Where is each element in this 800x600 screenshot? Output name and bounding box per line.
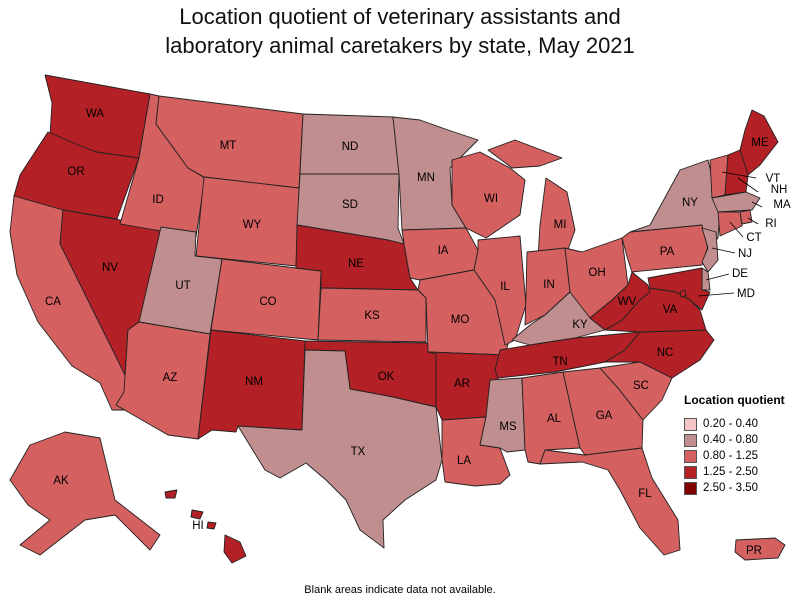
- legend-swatch: [684, 449, 697, 463]
- state-CT[interactable]: [717, 211, 743, 237]
- label-AL: AL: [547, 413, 562, 425]
- state-MN[interactable]: [392, 116, 479, 231]
- label-NV: NV: [102, 262, 118, 274]
- legend-swatch: [684, 481, 697, 495]
- legend-item: 1.25 - 2.50: [684, 464, 800, 480]
- label-FL: FL: [638, 488, 652, 500]
- label-SD: SD: [342, 199, 358, 211]
- label-AZ: AZ: [163, 372, 178, 384]
- label-MA: MA: [773, 199, 791, 211]
- label-WA: WA: [86, 108, 104, 120]
- label-SC: SC: [633, 380, 649, 392]
- label-LA: LA: [457, 455, 471, 467]
- state-MD[interactable]: [647, 267, 711, 311]
- label-RI: RI: [765, 218, 777, 230]
- label-NH: NH: [771, 184, 788, 196]
- label-AR: AR: [454, 378, 470, 390]
- legend-item: 0.80 - 1.25: [684, 448, 800, 464]
- label-KS: KS: [364, 310, 380, 322]
- label-IN: IN: [543, 279, 555, 291]
- label-VT: VT: [766, 173, 781, 185]
- state-WV[interactable]: [589, 271, 651, 331]
- footnote: Blank areas indicate data not available.: [304, 584, 496, 596]
- label-AK: AK: [53, 475, 69, 487]
- label-OH: OH: [588, 267, 605, 279]
- label-KY: KY: [572, 319, 588, 331]
- title-line-1: Location quotient of veterinary assistan…: [179, 4, 621, 29]
- label-WV: WV: [618, 296, 637, 308]
- legend: Location quotient 0.20 - 0.40 0.40 - 0.8…: [684, 393, 800, 496]
- label-MD: MD: [737, 288, 755, 300]
- label-PR: PR: [746, 545, 762, 557]
- label-NC: NC: [657, 347, 674, 359]
- label-MN: MN: [417, 172, 435, 184]
- label-OK: OK: [378, 371, 395, 383]
- state-IL[interactable]: [473, 235, 527, 346]
- legend-item: 0.40 - 0.80: [684, 432, 800, 448]
- label-WI: WI: [484, 193, 498, 205]
- legend-item: 2.50 - 3.50: [684, 480, 800, 496]
- label-CO: CO: [259, 296, 276, 308]
- label-OR: OR: [67, 166, 84, 178]
- state-KS[interactable]: [317, 287, 427, 343]
- label-ND: ND: [342, 141, 359, 153]
- label-IL: IL: [500, 281, 510, 293]
- state-HI[interactable]: [164, 489, 247, 564]
- map-title: Location quotient of veterinary assistan…: [0, 2, 800, 60]
- state-PR[interactable]: [734, 537, 786, 561]
- state-ME[interactable]: [739, 109, 779, 176]
- label-IA: IA: [438, 245, 449, 257]
- label-GA: GA: [596, 410, 613, 422]
- label-PA: PA: [660, 246, 675, 258]
- leader-line-nj: [711, 247, 736, 254]
- legend-label: 1.25 - 2.50: [703, 466, 758, 478]
- label-TX: TX: [351, 446, 366, 458]
- state-WI[interactable]: [451, 151, 526, 239]
- legend-swatch: [684, 417, 697, 431]
- label-MO: MO: [451, 314, 470, 326]
- state-NH[interactable]: [724, 149, 749, 196]
- label-NE: NE: [348, 258, 364, 270]
- label-TN: TN: [552, 356, 567, 368]
- label-NY: NY: [682, 197, 698, 209]
- state-TX[interactable]: [237, 349, 443, 549]
- leader-line-nh: [737, 177, 759, 193]
- label-MI: MI: [554, 219, 567, 231]
- label-DE: DE: [732, 268, 748, 280]
- label-ME: ME: [751, 137, 769, 149]
- legend-label: 0.80 - 1.25: [703, 450, 758, 462]
- state-NC[interactable]: [604, 329, 715, 379]
- legend-swatch: [684, 433, 697, 447]
- label-VA: VA: [663, 304, 678, 316]
- leader-line-ri: [747, 217, 759, 225]
- legend-label: 2.50 - 3.50: [703, 482, 758, 494]
- label-NJ: NJ: [738, 248, 752, 260]
- label-ID: ID: [152, 194, 164, 206]
- label-MT: MT: [220, 140, 237, 152]
- leader-line-de: [705, 273, 730, 281]
- legend-title: Location quotient: [684, 393, 785, 407]
- state-FL[interactable]: [539, 447, 681, 556]
- legend-item: 0.20 - 0.40: [684, 416, 800, 432]
- label-CT: CT: [746, 232, 761, 244]
- legend-label: 0.40 - 0.80: [703, 434, 758, 446]
- leader-line-ma: [751, 201, 763, 208]
- label-NM: NM: [245, 376, 263, 388]
- leader-line-md: [697, 292, 735, 297]
- title-line-2: laboratory animal caretakers by state, M…: [165, 33, 635, 58]
- leader-line-vt: [721, 171, 757, 179]
- label-MS: MS: [499, 421, 517, 433]
- label-WY: WY: [243, 219, 262, 231]
- legend-swatch: [684, 465, 697, 479]
- leader-line-ct: [729, 221, 744, 238]
- label-CA: CA: [45, 296, 61, 308]
- state-DC[interactable]: [679, 289, 687, 298]
- label-UT: UT: [175, 280, 190, 292]
- legend-label: 0.20 - 0.40: [703, 418, 758, 430]
- state-AK[interactable]: [9, 431, 161, 556]
- label-HI: HI: [192, 520, 204, 532]
